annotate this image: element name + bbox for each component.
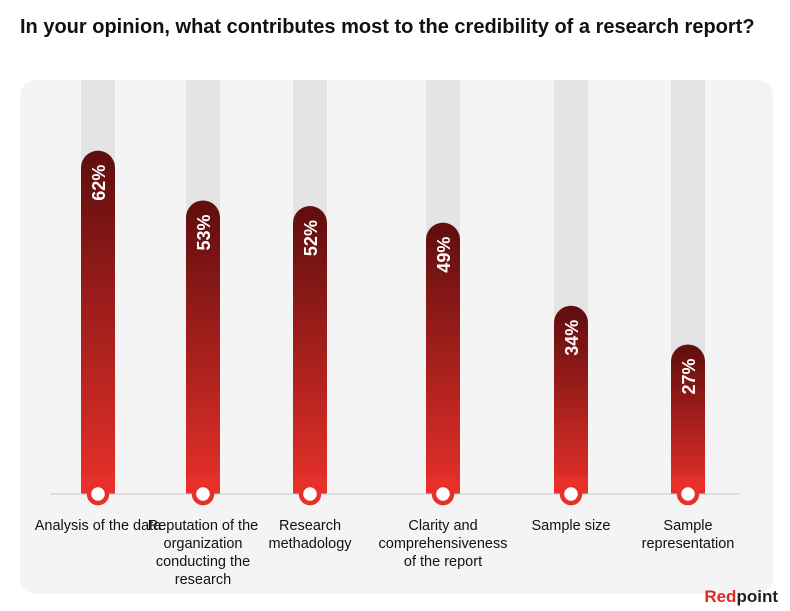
bar — [81, 150, 115, 495]
bar-value-label: 53% — [194, 215, 214, 251]
category-label: Research methadology — [268, 518, 352, 552]
bar — [293, 206, 327, 495]
bar-value-label: 27% — [679, 358, 699, 394]
bar-marker — [86, 482, 110, 506]
bar — [554, 305, 588, 494]
category-label: Sample representation — [641, 518, 735, 552]
bar-marker — [431, 482, 455, 506]
bar-marker — [559, 482, 583, 506]
bar — [426, 222, 460, 494]
bar-marker — [191, 482, 215, 506]
chart-panel — [20, 80, 773, 594]
brand-logo-dark: point — [736, 587, 778, 606]
bar — [186, 200, 220, 494]
bar-marker — [676, 482, 700, 506]
bar — [671, 344, 705, 494]
category-label: Analysis of the data — [34, 518, 162, 534]
bar-value-label: 52% — [301, 220, 321, 256]
category-label: Sample size — [531, 518, 611, 534]
category-label: Clarity and comprehensiveness of the rep… — [378, 518, 508, 570]
bar-value-label: 34% — [562, 320, 582, 356]
chart-title: In your opinion, what contributes most t… — [20, 16, 755, 38]
brand-logo: Redpoint — [704, 587, 778, 607]
brand-logo-red: Red — [704, 587, 737, 606]
bar-value-label: 49% — [434, 237, 454, 273]
bar-value-label: 62% — [89, 165, 109, 201]
bar-marker — [298, 482, 322, 506]
category-label: Reputation of the organization conductin… — [147, 518, 259, 588]
